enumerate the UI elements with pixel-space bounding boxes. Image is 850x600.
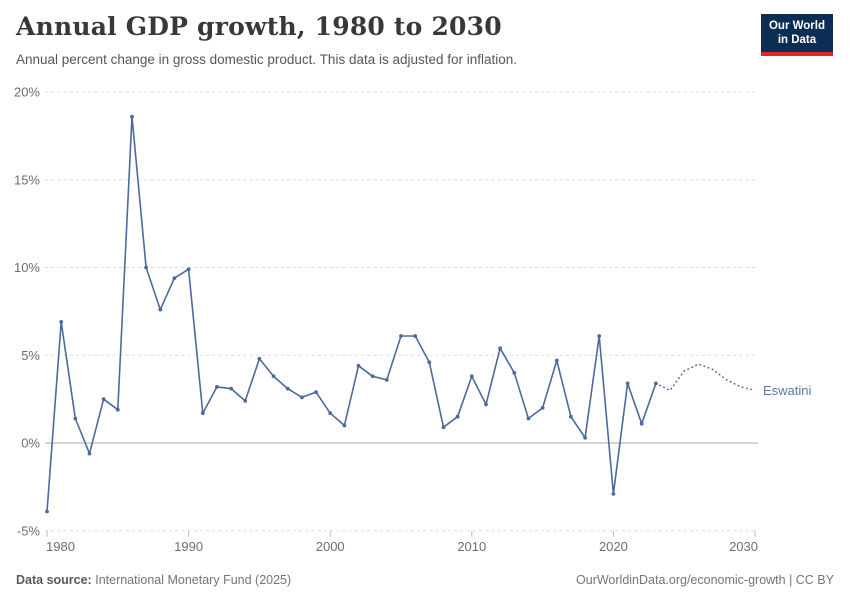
data-point-marker[interactable]	[639, 421, 644, 426]
data-point-marker[interactable]	[158, 307, 163, 312]
y-axis-tick-label: -5%	[17, 523, 41, 538]
data-point-marker[interactable]	[356, 363, 361, 368]
gdp-line[interactable]	[46, 115, 657, 513]
data-point-marker[interactable]	[540, 406, 545, 410]
data-point-marker[interactable]	[484, 402, 488, 407]
data-point-marker[interactable]	[314, 390, 318, 394]
data-point-marker[interactable]	[243, 399, 248, 403]
x-axis-tick-label: 2000	[316, 539, 345, 554]
y-axis-tick-label: 0%	[21, 436, 40, 451]
data-point-marker[interactable]	[186, 267, 191, 272]
chart-footer: Data source: International Monetary Fund…	[16, 573, 834, 587]
data-point-marker[interactable]	[45, 509, 49, 514]
data-point-marker[interactable]	[625, 381, 630, 386]
data-point-marker[interactable]	[59, 320, 64, 324]
data-point-marker[interactable]	[328, 411, 333, 416]
data-point-marker[interactable]	[115, 407, 120, 412]
owid-logo[interactable]: Our World in Data	[760, 14, 833, 56]
data-point-marker[interactable]	[257, 356, 262, 361]
x-axis-tick-label: 2010	[457, 539, 486, 554]
data-point-marker[interactable]	[512, 370, 517, 375]
data-point-marker[interactable]	[130, 114, 134, 119]
entity-label-eswatini: Eswatini	[763, 383, 812, 398]
x-axis-tick-label: 2030	[729, 539, 758, 554]
data-point-marker[interactable]	[101, 397, 106, 402]
data-source: Data source: International Monetary Fund…	[16, 573, 291, 587]
data-point-marker[interactable]	[597, 334, 602, 338]
data-point-marker[interactable]	[229, 386, 234, 391]
owid-logo-line2: in Data	[777, 34, 817, 47]
x-axis-tick-label: 1990	[174, 539, 203, 554]
y-axis-tick-label: 15%	[14, 172, 40, 187]
data-source-label: Data source:	[16, 573, 92, 587]
data-point-marker[interactable]	[441, 425, 446, 430]
data-point-marker[interactable]	[285, 386, 290, 391]
data-point-marker[interactable]	[526, 416, 531, 421]
data-point-marker[interactable]	[498, 346, 502, 351]
y-axis-tick-label: 5%	[21, 348, 40, 363]
data-point-marker[interactable]	[569, 414, 573, 419]
data-point-marker[interactable]	[399, 334, 403, 338]
data-source-text: International Monetary Fund (2025)	[95, 573, 292, 587]
data-point-marker[interactable]	[172, 276, 177, 280]
data-point-marker[interactable]	[469, 374, 474, 379]
data-point-marker[interactable]	[384, 378, 389, 382]
data-point-marker[interactable]	[215, 385, 219, 389]
data-point-marker[interactable]	[455, 414, 460, 419]
data-point-marker[interactable]	[413, 334, 418, 338]
x-axis-tick-label: 2020	[599, 539, 628, 554]
y-axis-tick-label: 20%	[14, 85, 40, 100]
page-title: Annual GDP growth, 1980 to 2030	[16, 12, 502, 41]
data-point-marker[interactable]	[427, 360, 432, 365]
data-point-marker[interactable]	[370, 374, 375, 379]
attribution-link[interactable]: OurWorldinData.org/economic-growth | CC …	[576, 573, 834, 587]
owid-logo-line1: Our World	[768, 20, 825, 32]
data-point-marker[interactable]	[611, 492, 616, 496]
y-axis-tick-label: 10%	[14, 260, 40, 275]
data-point-marker[interactable]	[87, 451, 92, 456]
data-point-marker[interactable]	[583, 435, 587, 440]
data-point-marker[interactable]	[271, 374, 276, 379]
data-point-marker[interactable]	[300, 395, 304, 400]
projection-line-dotted[interactable]	[655, 363, 756, 392]
data-point-marker[interactable]	[200, 411, 205, 416]
data-point-marker[interactable]	[144, 265, 149, 270]
x-axis-tick-label: 1980	[46, 539, 75, 554]
data-point-marker[interactable]	[73, 416, 78, 421]
chart-subtitle: Annual percent change in gross domestic …	[16, 52, 518, 67]
data-point-marker[interactable]	[554, 358, 559, 363]
data-point-marker[interactable]	[342, 423, 347, 428]
